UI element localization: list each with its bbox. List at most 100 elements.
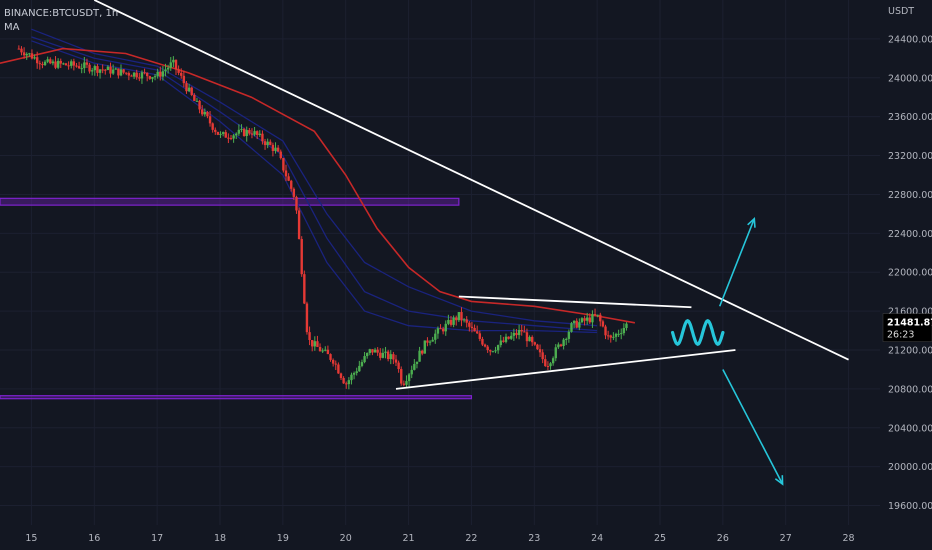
candle-body: [394, 359, 398, 363]
candle-body: [33, 57, 36, 59]
candle-body: [418, 350, 421, 362]
candle-body: [400, 369, 403, 384]
candle-body: [245, 130, 248, 137]
candle-body: [17, 48, 21, 50]
candle-body: [310, 340, 314, 347]
candle-body: [452, 317, 455, 325]
candle-body: [295, 196, 298, 211]
candle-body: [240, 128, 243, 130]
price-tag-box: [882, 313, 932, 342]
candle-body: [530, 336, 534, 343]
y-tick-label: 19600.00: [888, 501, 932, 512]
indicator-label[interactable]: MA: [4, 22, 20, 33]
candle-body: [75, 65, 78, 67]
candle-body: [481, 338, 484, 345]
candle-body: [248, 130, 251, 134]
price-axis[interactable]: USDT 19600.00 20000.00 20400.00 20800.00 2120…: [888, 6, 932, 512]
candle-body: [580, 318, 584, 323]
trendline: [395, 349, 736, 390]
candle-body: [371, 349, 374, 353]
projection-arrow: [722, 369, 784, 485]
candle-body: [51, 61, 55, 64]
candle-body: [127, 73, 131, 76]
candle-body: [308, 332, 311, 341]
candle-body: [350, 374, 353, 381]
candle-body: [376, 349, 379, 353]
candle-body: [132, 72, 136, 77]
candle-body: [622, 327, 626, 334]
candle-body: [111, 69, 115, 74]
candle-body: [462, 319, 466, 321]
candle-body: [54, 61, 57, 68]
candle-body: [604, 326, 607, 336]
candle-body: [352, 372, 356, 375]
candle-body: [227, 137, 230, 139]
x-tick-label: 25: [654, 533, 666, 544]
candle-body: [483, 344, 487, 347]
candle-body: [572, 320, 576, 324]
candle-body: [109, 66, 112, 74]
candle-body: [478, 333, 482, 339]
candle-body: [290, 180, 293, 189]
x-tick-label: 19: [277, 533, 289, 544]
y-tick-label: 22400.00: [888, 229, 932, 240]
candle-body: [415, 361, 419, 364]
candle-body: [365, 352, 369, 357]
axis-unit: USDT: [888, 6, 914, 17]
candle-body: [229, 138, 233, 140]
y-tick-label: 23600.00: [888, 112, 932, 123]
candle-body: [439, 328, 442, 330]
candle-body: [444, 323, 447, 332]
candle-body: [263, 141, 267, 146]
candle-body: [151, 77, 154, 79]
candle-body: [546, 365, 550, 367]
candle-body: [300, 239, 303, 275]
candle-body: [237, 129, 241, 134]
candle-body: [169, 62, 172, 68]
candle-body: [140, 72, 144, 79]
candle-body: [292, 188, 296, 197]
symbol-label[interactable]: BINANCE:BTCUSDT, 1h: [4, 8, 119, 19]
candle-body: [360, 362, 364, 366]
candle-body: [502, 340, 505, 342]
candle-body: [609, 335, 612, 338]
candle-body: [426, 340, 429, 343]
candle-body: [117, 68, 120, 76]
candle-body: [468, 322, 471, 327]
candle-body: [22, 52, 26, 56]
candle-body: [67, 65, 70, 67]
candle-body: [363, 356, 366, 363]
candle-body: [614, 333, 618, 337]
candle-body: [261, 133, 264, 142]
candle-body: [206, 111, 209, 117]
candle-body: [174, 59, 178, 70]
x-tick-label: 27: [780, 533, 792, 544]
candle-body: [321, 350, 324, 352]
candle-body: [405, 381, 408, 385]
candle-body: [551, 358, 555, 364]
candle-body: [106, 66, 110, 71]
candle-body: [64, 63, 68, 66]
candle-body: [216, 131, 220, 135]
candle-body: [510, 335, 513, 339]
candle-body: [25, 53, 28, 56]
y-tick-label: 24400.00: [888, 34, 932, 45]
ma-slow-line: [0, 47, 636, 324]
candle-body: [606, 335, 610, 337]
candle-body: [269, 141, 272, 145]
candle-body: [318, 346, 322, 352]
time-axis[interactable]: 15 16 17 18 19 20 21 22 23 24 25 26 27 28: [25, 533, 854, 544]
ma-fast-line: [31, 40, 598, 334]
candle-body: [255, 131, 259, 135]
candle-body: [211, 123, 214, 130]
candle-body: [373, 349, 377, 353]
candle-body: [329, 354, 332, 360]
candle-body: [541, 352, 544, 360]
candle-body: [536, 344, 539, 350]
candle-body: [496, 345, 500, 351]
candle-body: [455, 317, 458, 321]
candle-body: [434, 333, 437, 340]
candle-body: [410, 369, 413, 375]
